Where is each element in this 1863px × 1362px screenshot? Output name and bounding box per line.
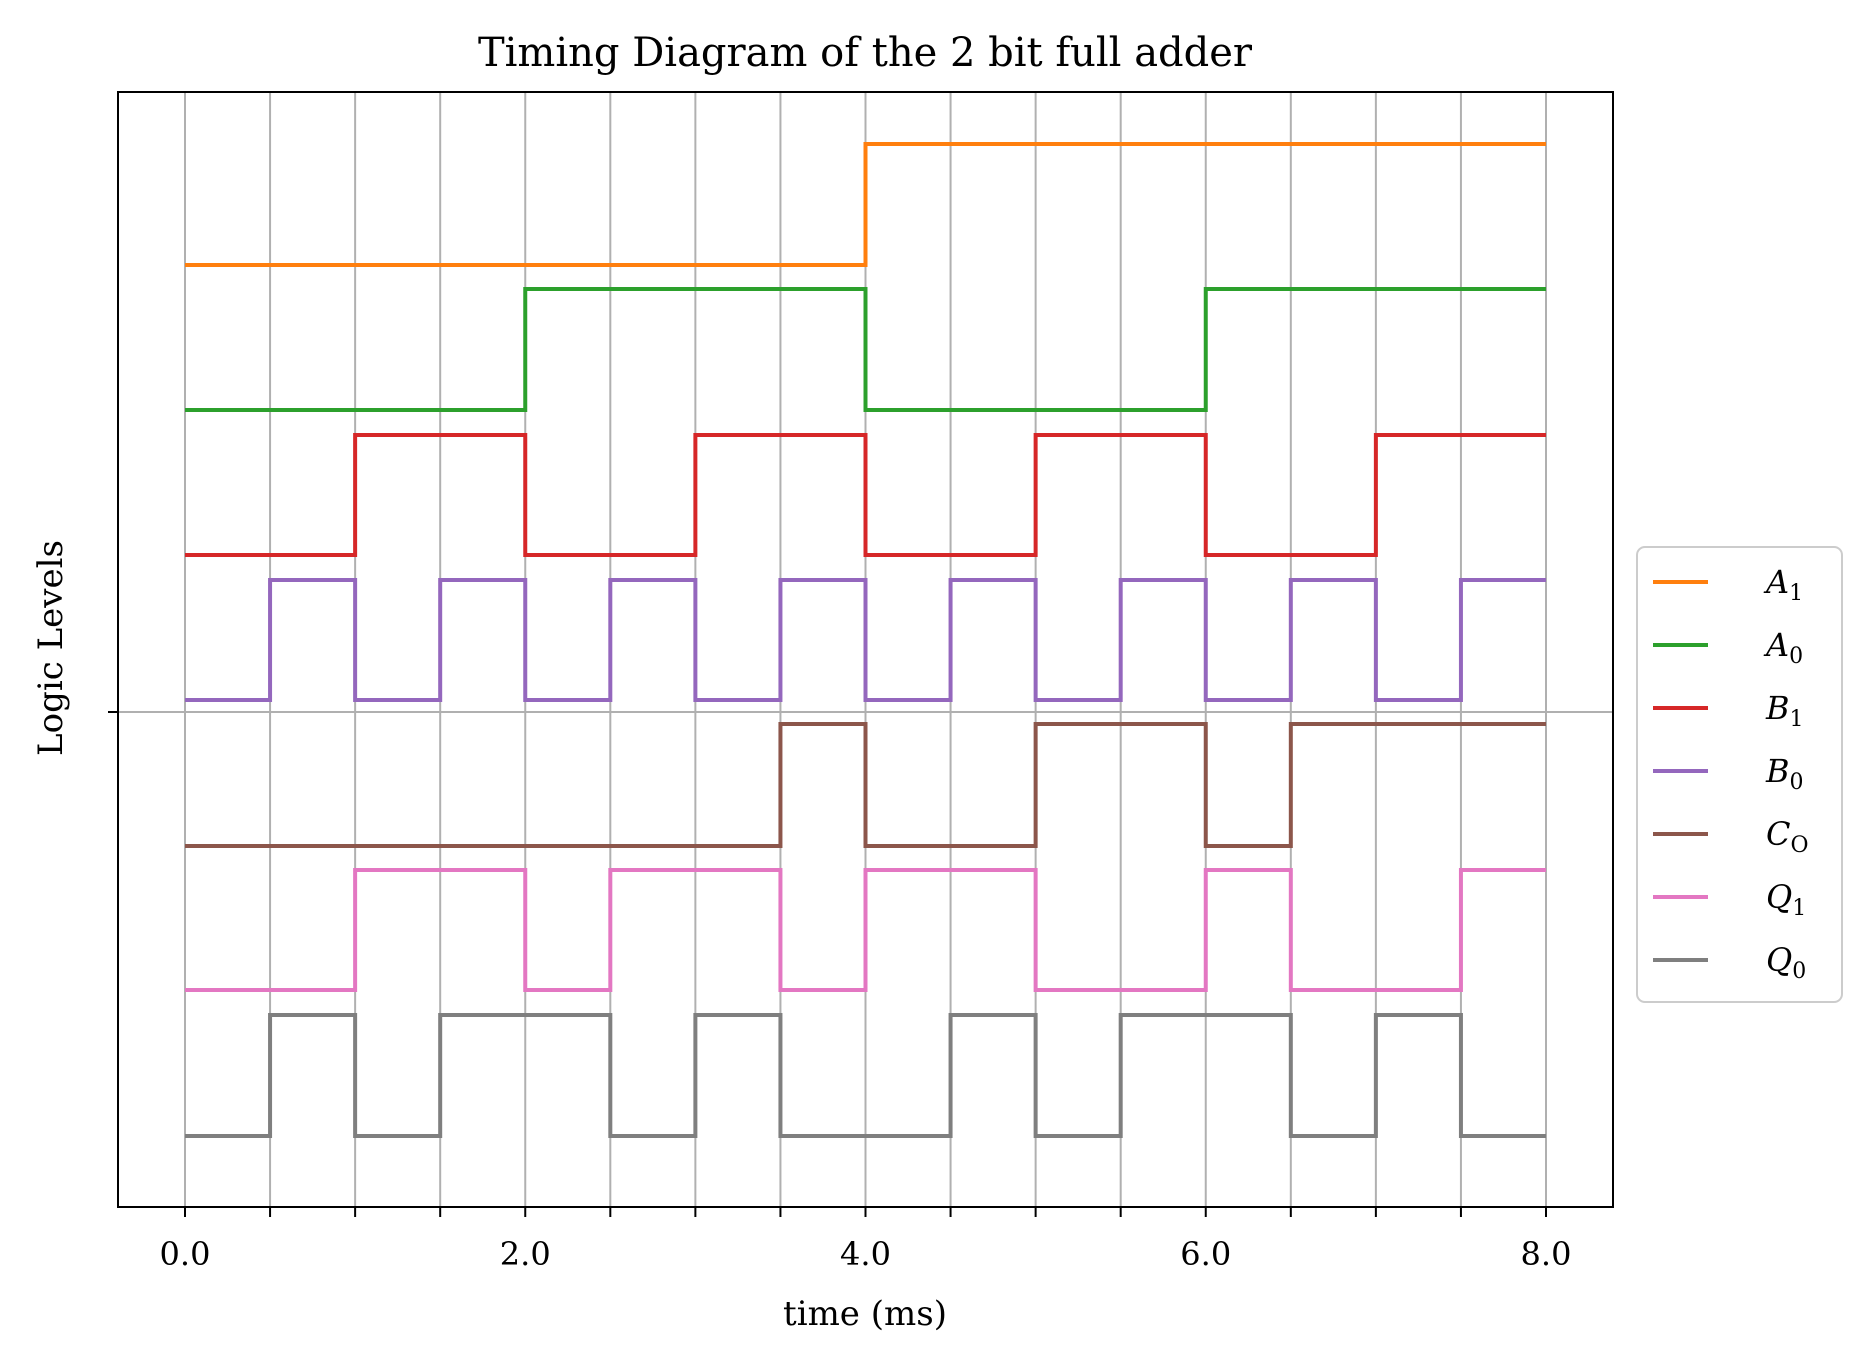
legend: A1 A0 B1 B0 CO Q1 Q0 xyxy=(1636,546,1843,1003)
legend-box xyxy=(1636,546,1843,1003)
x-axis-label: time (ms) xyxy=(783,1294,947,1334)
legend-label-b1: B1 xyxy=(1765,689,1804,732)
x-axis-ticks: 0.0 2.0 4.0 6.0 8.0 xyxy=(160,1207,1572,1273)
series-line-b1 xyxy=(185,433,1546,557)
x-tick-label: 2.0 xyxy=(500,1235,551,1273)
legend-label-q0: Q0 xyxy=(1766,941,1806,984)
series-line-a1 xyxy=(185,142,1546,267)
chart-title: Timing Diagram of the 2 bit full adder xyxy=(478,30,1253,76)
signal-traces xyxy=(185,142,1546,1138)
legend-label-a1: A1 xyxy=(1763,563,1803,606)
series-line-b0 xyxy=(185,578,1546,702)
legend-label-q1: Q1 xyxy=(1766,878,1806,921)
series-line-a0 xyxy=(185,287,1546,412)
legend-label-a0: A0 xyxy=(1763,626,1803,669)
series-line-q0 xyxy=(185,1013,1546,1138)
x-tick-label: 0.0 xyxy=(160,1235,211,1273)
legend-label-b0: B0 xyxy=(1765,752,1804,795)
x-tick-label: 4.0 xyxy=(840,1235,891,1273)
legend-label-co: CO xyxy=(1766,815,1809,858)
x-tick-label: 8.0 xyxy=(1521,1235,1572,1273)
series-line-q1 xyxy=(185,868,1546,992)
x-tick-label: 6.0 xyxy=(1180,1235,1231,1273)
y-axis-label: Logic Levels xyxy=(31,540,71,756)
series-line-co xyxy=(185,722,1546,848)
